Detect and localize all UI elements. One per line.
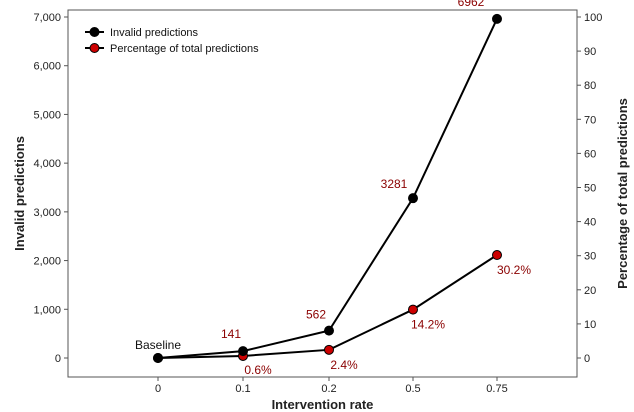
invalid-predictions-point — [238, 346, 248, 357]
x-axis-title: Intervention rate — [272, 397, 374, 412]
right-y-tick-label: 50 — [584, 183, 596, 195]
right-y-axis-title: Percentage of total predictions — [615, 98, 630, 289]
x-tick-label: 0.1 — [235, 383, 250, 395]
plot-frame — [67, 9, 578, 378]
right-y-axis: 0 10 20 30 40 50 60 70 80 90 100 — [577, 12, 602, 365]
legend-marker — [89, 43, 100, 53]
left-y-tick-label: 0 — [55, 353, 61, 365]
invalid-predictions-point — [408, 193, 418, 204]
right-y-tick-label: 40 — [584, 217, 596, 229]
legend-label: Invalid predictions — [110, 27, 199, 39]
invalid-predictions-point — [492, 13, 502, 24]
legend: Invalid predictions Percentage of total p… — [85, 27, 259, 55]
right-y-tick-label: 100 — [584, 12, 602, 24]
invalid-predictions-point — [324, 325, 334, 336]
left-y-tick-label: 7,000 — [33, 12, 61, 24]
percentage-point — [492, 250, 502, 261]
series-layer — [153, 13, 502, 363]
x-tick-label: 0.2 — [321, 383, 336, 395]
x-tick-label: 0.75 — [486, 383, 507, 395]
x-axis: 0 0.1 0.2 0.5 0.75 — [155, 377, 508, 395]
right-y-tick-label: 80 — [584, 80, 596, 92]
right-y-tick-label: 70 — [584, 114, 596, 126]
left-y-tick-label: 6,000 — [33, 61, 61, 73]
plot-border — [67, 9, 578, 378]
left-y-tick-label: 3,000 — [33, 207, 61, 219]
right-y-tick-label: 30 — [584, 251, 596, 263]
right-y-tick-label: 0 — [584, 353, 590, 365]
invalid-predictions-label: 141 — [221, 327, 241, 341]
percentage-label: 14.2% — [411, 318, 445, 332]
right-y-tick-label: 60 — [584, 148, 596, 160]
invalid-predictions-label: 562 — [306, 308, 326, 322]
left-y-tick-label: 5,000 — [33, 109, 61, 121]
legend-marker — [89, 27, 100, 37]
percentage-label: 2.4% — [330, 358, 358, 372]
percentage-point — [324, 344, 334, 355]
invalid-predictions-label: 6962 — [458, 0, 485, 9]
right-y-tick-label: 90 — [584, 46, 596, 58]
percentage-point — [408, 304, 418, 315]
left-y-tick-label: 2,000 — [33, 256, 61, 268]
left-y-axis: 0 1,000 2,000 3,000 4,000 5,000 6,000 7,000 — [33, 12, 68, 365]
right-y-tick-label: 10 — [584, 319, 596, 331]
invalid-predictions-point — [153, 353, 163, 363]
legend-label: Percentage of total predictions — [110, 43, 259, 55]
left-y-axis-title: Invalid predictions — [12, 136, 27, 251]
invalid-predictions-label: 3281 — [381, 177, 408, 191]
x-tick-label: 0 — [155, 383, 161, 395]
right-y-tick-label: 20 — [584, 285, 596, 297]
percentage-label: 30.2% — [497, 263, 531, 277]
left-y-tick-label: 1,000 — [33, 304, 61, 316]
percentage-label: 0.6% — [244, 363, 272, 377]
x-tick-label: 0.5 — [405, 383, 420, 395]
left-y-tick-label: 4,000 — [33, 158, 61, 170]
data-labels: 141 562 3281 6962 0.6% 2.4% 14.2% 30.2% Baseline — [135, 0, 531, 377]
baseline-annotation: Baseline — [135, 338, 181, 352]
